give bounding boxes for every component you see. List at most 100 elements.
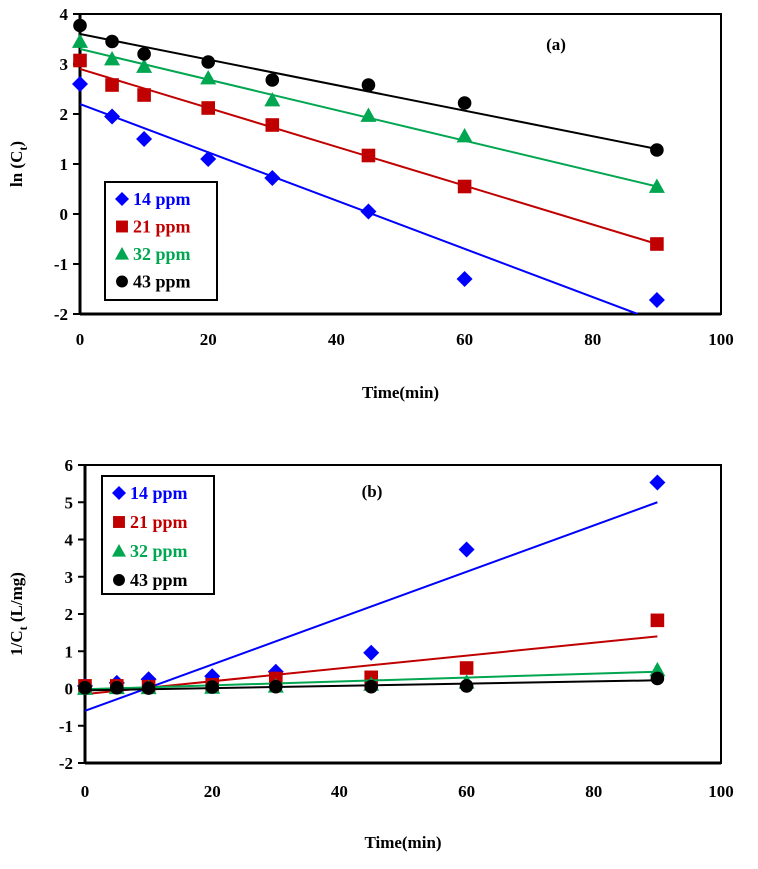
- chart-a-x-tick-label: 80: [584, 330, 601, 349]
- chart-b-legend-marker-circle-icon: [113, 574, 125, 586]
- chart-a-legend: 14 ppm 21 ppm 32 ppm 43 ppm: [104, 181, 218, 301]
- chart-b-data-point: [650, 613, 665, 628]
- chart-b-x-axis-title: Time(min): [364, 833, 441, 852]
- chart-a-data-point: [136, 58, 153, 73]
- chart-a-data-point: [105, 34, 119, 49]
- chart-a-data-point: [105, 78, 119, 92]
- chart-a-y-axis-title-end: ): [7, 141, 26, 147]
- chart-a-data-point: [265, 118, 280, 132]
- chart-a-data-point: [361, 78, 376, 92]
- chart-a-data-point: [360, 107, 377, 122]
- chart-b-y-axis-title: 1/Ct (L/mg): [7, 572, 30, 656]
- chart-a-data-point: [201, 55, 215, 69]
- chart-a-panel-label: (a): [546, 35, 566, 54]
- chart-a-series-21-ppm: [73, 53, 664, 251]
- chart-a-legend-marker-triangle-icon: [115, 247, 129, 260]
- chart-a-data-point: [72, 33, 88, 48]
- chart-a-data-point: [648, 292, 665, 308]
- chart-a-legend-label: 32 ppm: [133, 244, 191, 264]
- chart-a-data-point: [137, 88, 151, 102]
- chart-a-legend-label: 14 ppm: [133, 189, 191, 209]
- chart-a-y-axis-title-subscript: t: [16, 147, 30, 151]
- chart-b-legend-marker-triangle-icon: [112, 544, 126, 557]
- chart-b-y-tick-label: 0: [65, 680, 74, 699]
- chart-a-y-tick-label: 3: [60, 55, 69, 74]
- chart-b-data-point: [363, 644, 380, 661]
- chart-b-data-point: [650, 671, 665, 686]
- chart-a-data-point: [73, 18, 87, 33]
- chart-b-y-tick-label: 4: [65, 531, 74, 550]
- chart-a-data-point: [200, 151, 217, 167]
- chart-a-data-point: [360, 203, 377, 220]
- chart-b-y-tick-label: 1: [65, 642, 74, 661]
- chart-a-x-tick-label: 0: [76, 330, 85, 349]
- chart-a-data-point: [201, 101, 215, 115]
- chart-a-data-point: [648, 178, 665, 193]
- chart-a-data-point: [72, 76, 88, 92]
- chart-b-data-point: [649, 474, 666, 491]
- chart-a-x-tick-label: 100: [708, 330, 734, 349]
- chart-b-x-tick-label: 0: [81, 782, 90, 801]
- chart-a-legend-label: 43 ppm: [133, 272, 191, 292]
- chart-b-data-point: [458, 541, 475, 558]
- chart-a-legend-marker-circle-icon: [116, 275, 128, 288]
- chart-b-series-43-ppm: [78, 671, 665, 695]
- chart-a-y-tick-label: 4: [60, 5, 69, 24]
- chart-a-y-tick-label: 1: [60, 155, 69, 174]
- chart-b-data-point: [110, 680, 124, 695]
- chart-b-legend-marker-square-icon: [113, 516, 125, 528]
- chart-b-legend-label: 43 ppm: [130, 570, 188, 590]
- chart-a-data-point: [650, 237, 664, 251]
- chart-b-data-point: [459, 679, 474, 693]
- chart-b-legend: 14 ppm 21 ppm 32 ppm 43 ppm: [101, 475, 215, 595]
- chart-b-data-point: [78, 680, 92, 695]
- chart-a-x-tick-label: 60: [456, 330, 473, 349]
- chart-a-legend-marker-square-icon: [116, 220, 128, 233]
- chart-b-fit-line: [85, 635, 658, 696]
- chart-b-y-tick-label: -2: [59, 754, 73, 773]
- chart-a-series-43-ppm: [73, 18, 664, 157]
- chart-b-legend-label: 32 ppm: [130, 541, 188, 561]
- chart-b-data-point: [649, 661, 666, 677]
- chart-a-series-14-ppm: [72, 76, 665, 314]
- chart-a-y-axis-title-main: ln (C: [7, 151, 26, 187]
- chart-b-data-point: [364, 679, 379, 694]
- chart-b-y-tick-label: 5: [65, 493, 74, 512]
- chart-b-x-tick-label: 80: [585, 782, 602, 801]
- chart-a-fit-line: [80, 103, 639, 314]
- chart-b-x-tick-label: 100: [708, 782, 734, 801]
- chart-b-fit-line: [85, 501, 658, 712]
- chart-b-data-point: [141, 681, 156, 695]
- chart-b-y-axis-title-subscript: t: [16, 626, 30, 630]
- chart-a-data-point: [457, 96, 472, 110]
- chart-b-y-axis-title-main: 1/C: [7, 630, 26, 656]
- chart-a-y-tick-label: 0: [60, 205, 69, 224]
- chart-a-data-point: [264, 170, 281, 186]
- chart-b-data-point: [269, 679, 283, 694]
- chart-a-x-axis-title: Time(min): [362, 383, 439, 402]
- chart-b-legend-label: 14 ppm: [130, 483, 188, 503]
- chart-a-x-tick-label: 40: [328, 330, 345, 349]
- chart-b-y-tick-label: 6: [65, 456, 74, 475]
- chart-a-data-point: [456, 271, 473, 287]
- chart-b-data-point: [459, 661, 474, 675]
- chart-a-data-point: [136, 131, 153, 147]
- chart-b-panel-label: (b): [362, 482, 383, 501]
- chart-a-data-point: [200, 70, 217, 85]
- chart-b-y-tick-label: 3: [65, 568, 74, 587]
- chart-a-legend-marker-diamond-icon: [115, 192, 129, 206]
- chart-a-data-point: [104, 108, 121, 125]
- chart-a-data-point: [137, 47, 151, 61]
- chart-b-y-tick-label: 2: [65, 605, 74, 624]
- chart-b-legend-marker-diamond-icon: [112, 486, 126, 500]
- chart-a-data-point: [650, 143, 664, 157]
- chart-b-x-tick-label: 60: [458, 782, 475, 801]
- chart-b-x-tick-label: 40: [331, 782, 348, 801]
- chart-a-data-point: [456, 128, 473, 143]
- chart-b-data-point: [205, 680, 219, 694]
- chart-a-data-point: [265, 73, 280, 87]
- chart-a-y-tick-label: -2: [54, 305, 68, 324]
